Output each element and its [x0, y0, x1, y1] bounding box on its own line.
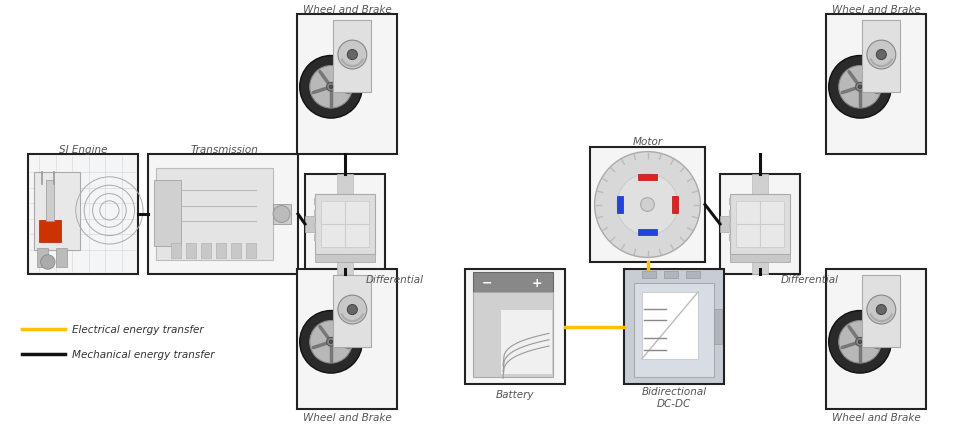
Text: +: +	[532, 276, 542, 289]
Bar	[297, 270, 397, 409]
Bar	[714, 309, 722, 344]
Text: Mechanical energy transfer: Mechanical energy transfer	[72, 349, 214, 359]
Circle shape	[326, 338, 335, 346]
Bar	[634, 283, 714, 377]
Text: Transmission: Transmission	[190, 145, 258, 155]
Bar	[686, 272, 700, 279]
Circle shape	[867, 41, 896, 70]
Bar	[730, 194, 790, 254]
Circle shape	[839, 66, 881, 109]
Bar	[826, 270, 926, 409]
Polygon shape	[730, 254, 790, 263]
Circle shape	[310, 321, 352, 363]
Circle shape	[617, 174, 678, 236]
Circle shape	[876, 50, 886, 60]
Text: Battery: Battery	[495, 389, 535, 399]
Circle shape	[876, 305, 886, 315]
Bar	[28, 155, 138, 274]
Circle shape	[858, 86, 862, 89]
Circle shape	[300, 311, 362, 373]
Text: −: −	[482, 276, 492, 289]
Circle shape	[329, 340, 333, 344]
Bar	[156, 169, 273, 260]
Bar	[46, 181, 55, 222]
Bar	[246, 243, 256, 259]
Bar	[637, 175, 658, 181]
Bar	[637, 230, 658, 235]
Bar	[171, 243, 181, 259]
Bar	[230, 243, 241, 259]
Bar	[720, 217, 730, 233]
Bar	[500, 309, 552, 374]
Bar	[36, 248, 48, 267]
Bar	[720, 174, 800, 274]
Circle shape	[338, 296, 367, 324]
Bar	[736, 201, 784, 247]
Bar	[56, 248, 66, 267]
Bar	[148, 155, 298, 274]
Bar	[337, 174, 353, 274]
Bar	[39, 220, 61, 242]
Bar	[332, 20, 371, 93]
Bar	[332, 275, 371, 348]
Text: SI Engine: SI Engine	[59, 145, 108, 155]
Bar	[305, 174, 385, 274]
Bar	[315, 194, 375, 254]
Circle shape	[858, 340, 862, 344]
Bar	[664, 272, 678, 279]
Bar	[34, 173, 80, 250]
Circle shape	[348, 305, 357, 315]
Circle shape	[310, 66, 352, 109]
Bar	[617, 197, 623, 214]
Bar	[861, 20, 900, 93]
Circle shape	[326, 83, 335, 92]
Text: Wheel and Brake: Wheel and Brake	[831, 5, 921, 15]
Circle shape	[867, 296, 896, 324]
Text: Differential: Differential	[366, 274, 424, 284]
Bar	[752, 174, 768, 274]
Bar	[465, 270, 565, 384]
Text: Bidirectional
DC-DC: Bidirectional DC-DC	[641, 386, 707, 408]
Circle shape	[640, 198, 655, 212]
Text: Wheel and Brake: Wheel and Brake	[831, 412, 921, 422]
Bar	[215, 243, 226, 259]
Circle shape	[828, 311, 891, 373]
Bar	[642, 293, 698, 359]
Circle shape	[273, 206, 290, 223]
Bar	[861, 275, 900, 348]
Bar	[297, 15, 397, 155]
Text: Wheel and Brake: Wheel and Brake	[302, 5, 392, 15]
Bar	[473, 273, 553, 293]
Bar	[590, 148, 705, 263]
Bar	[201, 243, 211, 259]
Text: Motor: Motor	[633, 137, 663, 147]
Text: Electrical energy transfer: Electrical energy transfer	[72, 324, 204, 334]
Circle shape	[855, 338, 864, 346]
Circle shape	[839, 321, 881, 363]
Bar	[624, 270, 724, 384]
Bar	[321, 201, 369, 247]
Circle shape	[855, 83, 864, 92]
Bar	[642, 272, 656, 279]
Circle shape	[594, 152, 701, 258]
Bar	[672, 197, 678, 214]
Circle shape	[828, 56, 891, 119]
Bar	[826, 15, 926, 155]
Circle shape	[348, 50, 357, 60]
Circle shape	[40, 255, 55, 270]
Bar	[273, 205, 291, 224]
Circle shape	[300, 56, 362, 119]
Text: Differential: Differential	[781, 274, 839, 284]
Bar	[473, 293, 553, 377]
Polygon shape	[315, 254, 375, 263]
Bar	[305, 217, 315, 233]
Text: Wheel and Brake: Wheel and Brake	[302, 412, 392, 422]
Bar	[185, 243, 196, 259]
Circle shape	[329, 86, 333, 89]
Bar	[154, 181, 181, 247]
Circle shape	[338, 41, 367, 70]
